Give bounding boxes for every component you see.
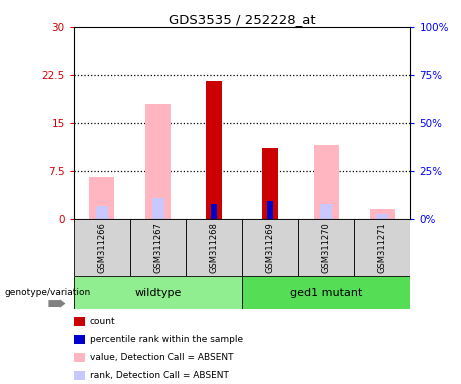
Text: GSM311268: GSM311268 xyxy=(209,222,219,273)
Text: GSM311269: GSM311269 xyxy=(266,222,275,273)
Text: rank, Detection Call = ABSENT: rank, Detection Call = ABSENT xyxy=(90,371,229,380)
Bar xyxy=(74,219,130,276)
Text: wildtype: wildtype xyxy=(134,288,182,298)
Bar xyxy=(242,219,298,276)
Bar xyxy=(313,145,339,219)
Bar xyxy=(320,204,332,219)
Text: percentile rank within the sample: percentile rank within the sample xyxy=(90,335,243,344)
Title: GDS3535 / 252228_at: GDS3535 / 252228_at xyxy=(169,13,315,26)
Text: count: count xyxy=(90,317,116,326)
Bar xyxy=(354,219,410,276)
Bar xyxy=(206,81,222,219)
Bar xyxy=(89,177,114,219)
Bar xyxy=(186,219,242,276)
Bar xyxy=(242,276,410,309)
Text: GSM311270: GSM311270 xyxy=(322,222,331,273)
Bar xyxy=(298,219,354,276)
Text: GSM311271: GSM311271 xyxy=(378,222,387,273)
Bar xyxy=(376,214,389,219)
Bar xyxy=(267,200,273,219)
Text: ged1 mutant: ged1 mutant xyxy=(290,288,362,298)
Text: value, Detection Call = ABSENT: value, Detection Call = ABSENT xyxy=(90,353,233,362)
Bar xyxy=(211,204,217,219)
Bar xyxy=(130,219,186,276)
Bar xyxy=(145,104,171,219)
Bar xyxy=(370,209,395,219)
Bar xyxy=(152,198,164,219)
Bar xyxy=(264,203,276,219)
Text: genotype/variation: genotype/variation xyxy=(5,288,91,297)
Bar xyxy=(262,149,278,219)
Bar xyxy=(95,207,108,219)
Text: GSM311266: GSM311266 xyxy=(97,222,106,273)
Bar xyxy=(74,276,242,309)
Text: GSM311267: GSM311267 xyxy=(154,222,162,273)
